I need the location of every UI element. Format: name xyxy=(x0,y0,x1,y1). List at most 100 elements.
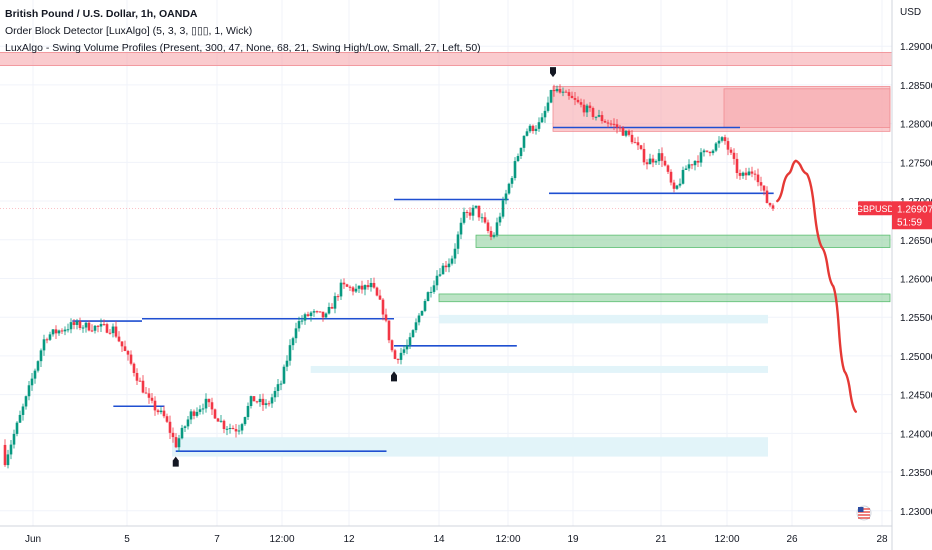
candle-body xyxy=(468,212,472,216)
symbol-title[interactable]: British Pound / U.S. Dollar, 1h, OANDA xyxy=(5,8,198,20)
candle-body xyxy=(168,421,172,433)
time-tick-label: 12:00 xyxy=(269,534,294,545)
candle-body xyxy=(264,403,268,406)
candle-body xyxy=(249,396,253,406)
bull-candle xyxy=(648,153,652,165)
bull-candle xyxy=(537,117,541,132)
candle-body xyxy=(381,299,385,315)
bear-candle xyxy=(108,328,112,335)
candle-body xyxy=(642,148,646,163)
candle-body xyxy=(72,322,76,325)
bear-candle xyxy=(708,151,712,157)
bear-candle xyxy=(588,102,592,112)
candle-body xyxy=(69,322,73,330)
time-tick-label: 21 xyxy=(655,534,667,545)
candle-body xyxy=(228,427,232,429)
candle-body xyxy=(657,153,661,162)
projection-path[interactable] xyxy=(776,159,857,413)
price-tick-label: 1.26000 xyxy=(900,274,932,285)
levels-layer xyxy=(72,126,774,452)
candle-body xyxy=(675,185,679,189)
candle-body xyxy=(375,287,379,296)
bull-candle xyxy=(369,278,373,292)
candle-body xyxy=(441,265,445,275)
price-tick-label: 1.24500 xyxy=(900,391,932,402)
candle-body xyxy=(21,406,25,415)
bear-candle xyxy=(129,350,133,366)
bull-candle xyxy=(492,232,496,239)
candle-body xyxy=(684,168,688,170)
candle-body xyxy=(117,336,121,342)
candle-body xyxy=(36,361,40,371)
bull-candle xyxy=(327,302,331,315)
candle-body xyxy=(297,321,301,329)
candle-body xyxy=(189,411,193,420)
candle-body xyxy=(15,422,19,434)
candle-body xyxy=(198,409,202,412)
bear-candle xyxy=(771,203,775,212)
bull-candle xyxy=(504,189,508,205)
bearish-order-block[interactable] xyxy=(723,88,891,128)
candle-body xyxy=(660,153,664,161)
bull-candle xyxy=(36,360,40,373)
bull-candle xyxy=(159,407,163,415)
candle-body xyxy=(645,162,649,165)
bear-candle xyxy=(330,303,334,309)
candle-body xyxy=(711,150,715,154)
candle-body xyxy=(129,354,133,364)
time-tick-label: 12:00 xyxy=(495,534,520,545)
bear-candle xyxy=(732,148,736,165)
bullish-order-block[interactable] xyxy=(438,293,891,303)
bull-candle xyxy=(513,157,517,181)
candle-body xyxy=(384,314,388,321)
candle-body xyxy=(12,433,16,445)
indicator-volume-profile-label[interactable]: LuxAlgo - Swing Volume Profiles (Present… xyxy=(5,42,481,54)
bear-candle xyxy=(600,111,604,124)
bear-candle xyxy=(216,417,220,422)
candle-body xyxy=(216,418,220,422)
bear-candle xyxy=(147,388,151,404)
candle-body xyxy=(573,98,577,100)
candle-body xyxy=(483,217,487,223)
bull-candle xyxy=(522,135,526,152)
bear-candle xyxy=(261,393,265,411)
last-price-badge xyxy=(892,201,932,230)
candle-body xyxy=(90,330,94,332)
bull-candle xyxy=(597,109,601,118)
bull-candle xyxy=(687,159,691,172)
indicator-order-block-label[interactable]: Order Block Detector [LuxAlgo] (5, 3, 3,… xyxy=(5,25,253,37)
bear-candle xyxy=(366,279,370,290)
bear-candle xyxy=(486,219,490,234)
candle-body xyxy=(348,286,352,288)
time-tick-label: Jun xyxy=(25,534,41,545)
candle-body xyxy=(81,327,85,329)
bull-candle xyxy=(405,339,409,355)
bar-countdown: 51:59 xyxy=(897,217,922,228)
bear-candle xyxy=(315,310,319,314)
bullish-order-block[interactable] xyxy=(475,234,891,248)
bull-candle xyxy=(462,207,466,225)
bull-candle xyxy=(225,425,229,436)
candle-body xyxy=(327,306,331,314)
candle-body xyxy=(696,160,700,163)
bull-candle xyxy=(282,364,286,385)
candle-body xyxy=(390,340,394,351)
bull-candle xyxy=(363,284,367,296)
time-tick-label: 12 xyxy=(343,534,355,545)
bear-candle xyxy=(381,297,385,321)
candle-body xyxy=(195,411,199,416)
candle-body xyxy=(339,282,343,297)
candle-body xyxy=(51,329,55,335)
candle-body xyxy=(306,314,310,317)
bull-candle xyxy=(249,395,253,409)
candle-body xyxy=(471,207,475,216)
candle-body xyxy=(210,402,214,410)
bull-candle xyxy=(300,315,304,325)
bull-candle xyxy=(549,89,553,104)
candle-body xyxy=(585,105,589,113)
candle-body xyxy=(639,145,643,149)
bear-candle xyxy=(153,396,157,416)
time-tick-label: 28 xyxy=(876,534,888,545)
bear-candle xyxy=(387,320,391,344)
